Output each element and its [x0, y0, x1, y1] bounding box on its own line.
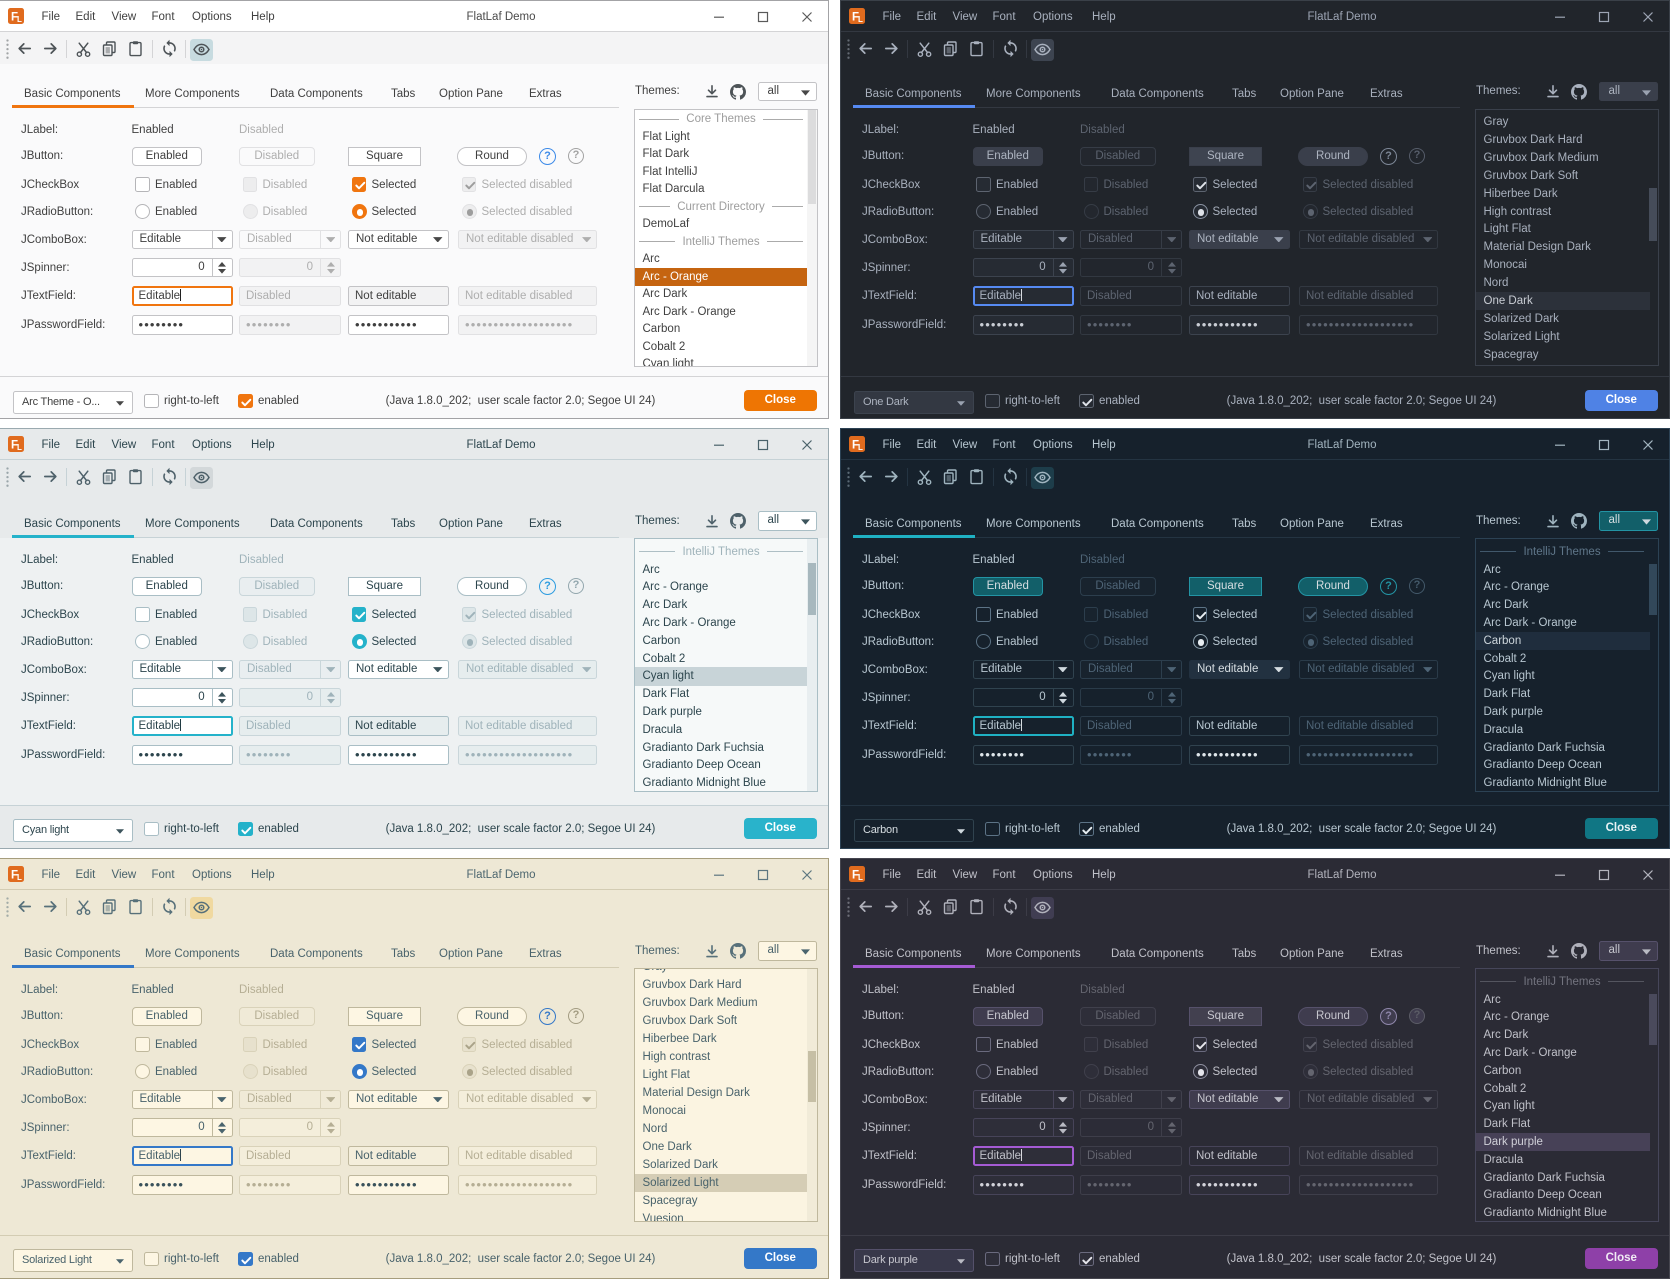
svg-text:L: L [858, 873, 863, 882]
svg-text:F: F [852, 870, 859, 882]
svg-text:F: F [11, 12, 18, 24]
svg-text:L: L [17, 873, 22, 882]
svg-text:L: L [17, 443, 22, 452]
svg-text:L: L [858, 443, 863, 452]
svg-text:L: L [858, 15, 863, 24]
svg-text:F: F [11, 440, 18, 452]
svg-text:L: L [17, 15, 22, 24]
svg-text:F: F [852, 12, 859, 24]
svg-text:F: F [852, 440, 859, 452]
svg-text:F: F [11, 870, 18, 882]
